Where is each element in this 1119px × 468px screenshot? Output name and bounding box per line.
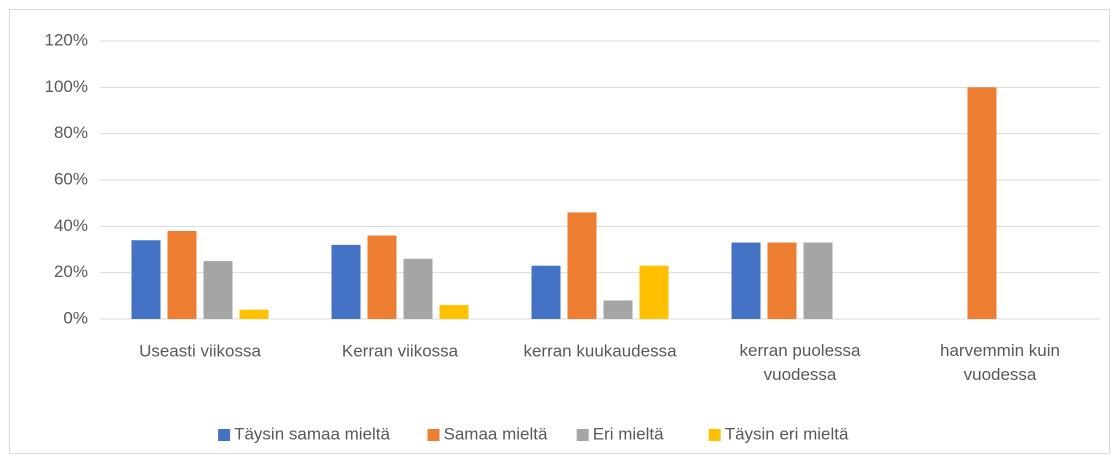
bar [167,230,197,319]
x-tick-label: kerran puolessa vuodessa [740,341,862,384]
bar [639,265,669,319]
legend-swatch [708,429,721,441]
legend-label: Samaa mieltä [444,424,548,443]
bar [131,240,161,319]
legend-swatch [576,429,589,441]
bar [403,258,433,319]
y-tick-label: 100% [45,77,88,96]
bar [767,242,797,319]
bar [731,242,761,319]
x-tick-label: Useasti viikossa [139,341,261,360]
bar [331,244,361,319]
bar [603,300,633,319]
legend-swatch [427,429,440,441]
bar [567,212,597,319]
legend-label: Täysin samaa mieltä [234,424,390,443]
y-tick-label: 40% [54,216,88,235]
y-tick-label: 20% [54,262,88,281]
bar [531,265,561,319]
bar [803,242,833,319]
bar [239,309,269,319]
legend-label: Täysin eri mieltä [725,424,849,443]
bar [439,305,469,319]
y-tick-label: 80% [54,123,88,142]
x-tick-label: kerran kuukaudessa [523,341,677,360]
y-tick-label: 120% [45,30,88,49]
y-tick-label: 60% [54,169,88,188]
bar [203,261,233,319]
bar [967,87,997,319]
x-tick-label: Kerran viikossa [342,341,459,360]
legend-swatch [218,429,231,441]
bar [367,235,397,319]
legend-label: Eri mieltä [593,424,664,443]
y-tick-label: 0% [63,308,88,327]
x-tick-label: harvemmin kuin vuodessa [940,341,1060,384]
